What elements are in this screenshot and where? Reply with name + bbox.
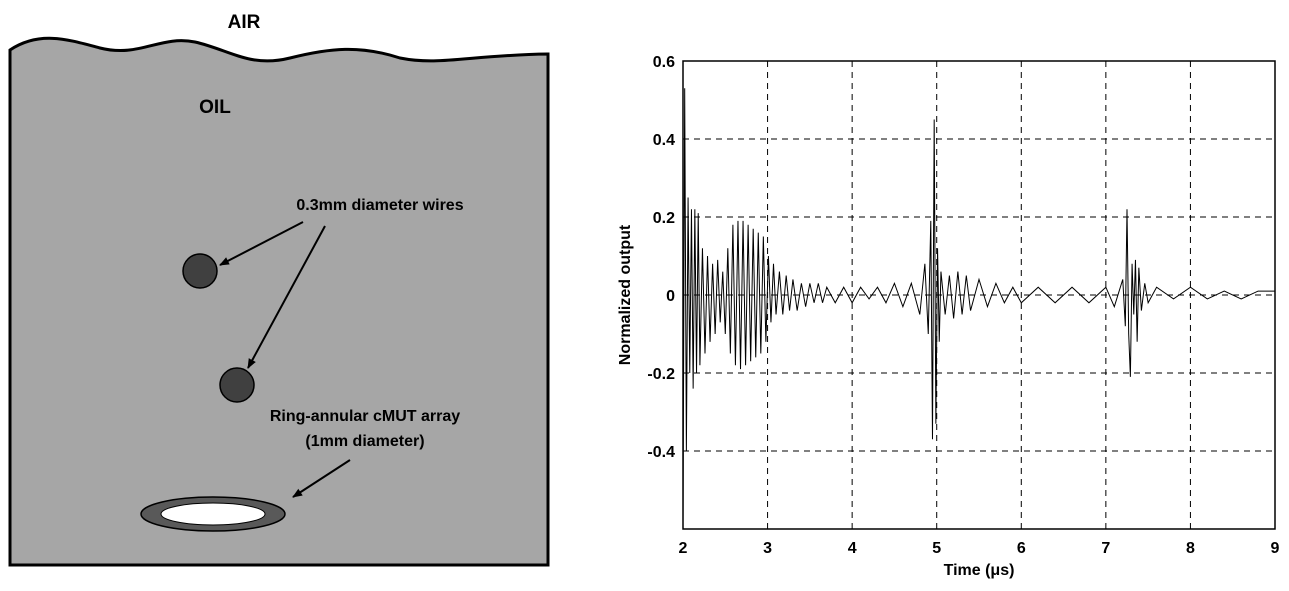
air-label: AIR — [228, 12, 261, 33]
x-tick-label: 7 — [1101, 540, 1110, 557]
y-tick-label: 0.4 — [653, 132, 675, 149]
arrow — [292, 459, 351, 498]
x-tick-label: 2 — [679, 540, 688, 557]
y-axis-label: Normalized output — [617, 224, 634, 365]
y-tick-label: 0 — [666, 288, 675, 305]
plot-frame — [682, 60, 1276, 530]
y-tick-label: 0.2 — [653, 210, 675, 227]
array-label: (1mm diameter) — [305, 433, 424, 450]
oil-label: OIL — [199, 97, 231, 118]
x-tick-label: 9 — [1271, 540, 1280, 557]
x-axis-label: Time (μs) — [944, 562, 1015, 579]
arrow — [219, 221, 304, 266]
x-tick-label: 4 — [848, 540, 857, 557]
y-tick-label: -0.2 — [647, 366, 675, 383]
x-tick-label: 6 — [1017, 540, 1026, 557]
y-tick-label: -0.4 — [647, 444, 675, 461]
x-tick-label: 5 — [932, 540, 941, 557]
wire — [182, 253, 218, 289]
chart: 2 3 4 5 6 7 8 9 0.6 0.4 0.2 0 -0.2 -0.4 Time (μs) Norma… — [617, 54, 1280, 579]
wire — [219, 367, 255, 403]
array-label: Ring-annular cMUT array — [270, 408, 460, 425]
y-tick-label: 0.6 — [653, 54, 675, 71]
x-tick-label: 3 — [763, 540, 772, 557]
wires-label: 0.3mm diameter wires — [296, 197, 463, 214]
x-tick-label: 8 — [1186, 540, 1195, 557]
cmut-center — [160, 502, 266, 526]
arrow — [247, 225, 326, 369]
signal-line — [682, 88, 1275, 522]
diagram: AIR OIL 0.3mm diameter wires Ring-annula… — [8, 12, 550, 567]
oil-tank — [8, 36, 550, 567]
